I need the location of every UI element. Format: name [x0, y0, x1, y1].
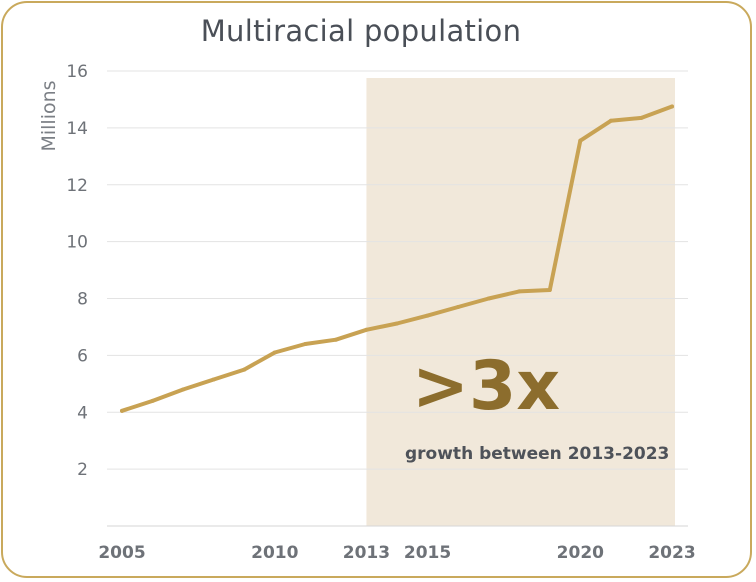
y-tick-label: 4 — [77, 403, 88, 423]
data-point — [120, 408, 124, 413]
y-tick-label: 2 — [77, 460, 88, 480]
y-tick-label: 6 — [77, 346, 88, 366]
x-tick-label: 2005 — [98, 543, 145, 563]
gridlines — [107, 70, 688, 470]
data-point — [395, 321, 399, 326]
x-tick-labels: 2005 2010 2013 2015 2020 2023 — [98, 543, 695, 563]
growth-annotation-big: >3x — [412, 347, 560, 426]
data-point — [364, 327, 369, 332]
y-axis-label: Millions — [38, 80, 60, 151]
y-tick-label: 12 — [66, 176, 88, 196]
data-point — [547, 287, 552, 292]
data-point — [211, 377, 216, 382]
y-tick-labels: 2 4 6 8 10 12 14 16 — [66, 62, 88, 480]
data-point — [670, 104, 674, 109]
x-tick-label: 2010 — [251, 543, 298, 563]
data-point — [181, 387, 186, 392]
data-point — [456, 305, 461, 310]
data-point — [303, 342, 308, 346]
x-tick-label: 2020 — [557, 543, 604, 563]
data-point — [150, 398, 155, 403]
x-tick-label: 2023 — [648, 543, 695, 563]
data-point — [425, 313, 430, 318]
series-points — [120, 104, 674, 413]
data-point — [333, 337, 338, 342]
highlight-band — [366, 78, 675, 526]
data-point — [272, 350, 277, 355]
data-point — [608, 118, 613, 123]
data-point — [517, 289, 522, 294]
x-tick-label: 2013 — [343, 543, 390, 563]
data-point — [578, 138, 583, 143]
data-point — [639, 115, 644, 120]
y-tick-label: 14 — [66, 119, 88, 139]
data-point — [486, 296, 491, 301]
chart-title: Multiracial population — [200, 14, 522, 48]
y-tick-label: 8 — [77, 290, 88, 310]
growth-annotation-text: growth between 2013-2023 — [405, 444, 669, 464]
y-tick-label: 10 — [66, 233, 88, 253]
y-tick-label: 16 — [66, 62, 88, 82]
x-tick-label: 2015 — [404, 543, 451, 563]
data-point — [242, 367, 247, 372]
